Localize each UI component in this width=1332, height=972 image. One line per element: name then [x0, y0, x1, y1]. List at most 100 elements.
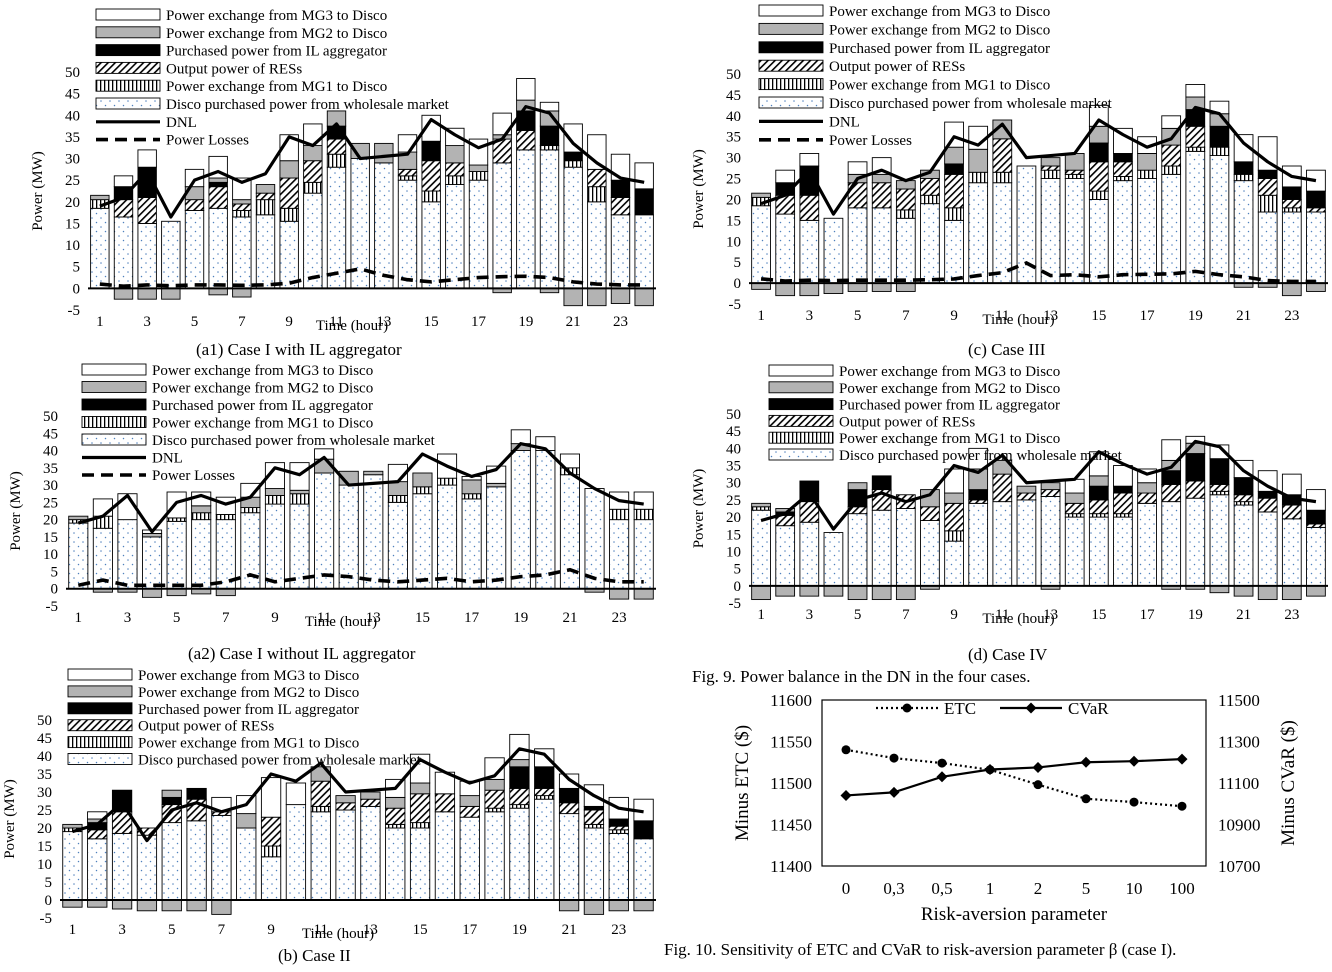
- power-losses-line: [77, 567, 644, 588]
- y-tick-label: 50: [726, 407, 741, 423]
- x-tick-label: 3: [124, 610, 132, 626]
- legend-label-il: Purchased power from IL aggregator: [166, 44, 387, 60]
- x-tick-label: 9: [285, 314, 293, 330]
- bar-segment-wholesale: [510, 450, 531, 590]
- bar-segment-mg1: [1281, 207, 1302, 213]
- y-tick-label: 30: [726, 151, 741, 167]
- bar-segment-mg2: [751, 192, 771, 198]
- x-tick-label: 2: [1034, 879, 1043, 898]
- bar-segment-wholesale: [1088, 199, 1109, 284]
- bar-segment-res: [1088, 499, 1109, 515]
- y-tick-label: 35: [726, 130, 741, 146]
- bar-segment-wholesale: [633, 519, 654, 590]
- chart-panel-fig10: 11400 11450 11500 11550 11600 10700 10900 11100…: [732, 691, 1299, 925]
- x-tick-label: 1: [757, 607, 765, 623]
- x-tick-label: 11: [995, 607, 1009, 623]
- bar-segment-mg3: [215, 496, 236, 515]
- bar-segment-wholesale: [211, 814, 232, 901]
- bar-segment-mg2: [968, 148, 989, 173]
- bar-segment-il: [1209, 458, 1230, 485]
- x-tick-label: 21: [562, 610, 577, 626]
- x-tick-label: 15: [413, 922, 428, 938]
- y-tick-label: 50: [65, 65, 80, 81]
- bar-segment-wholesale: [232, 216, 252, 289]
- bar-segment-wholesale: [992, 182, 1013, 284]
- bar-segment-mg1: [920, 194, 940, 205]
- legend-label-mg3: Power exchange from MG3 to Disco: [839, 364, 1060, 380]
- bar-segment-res: [920, 178, 940, 196]
- data-point-cvar: [840, 789, 852, 801]
- bar-segment-wholesale: [142, 536, 163, 590]
- bar-segment-res: [558, 802, 580, 815]
- bar-segment-mg3: [539, 101, 560, 112]
- y-tick-label: 25: [65, 173, 80, 189]
- legend-swatch-mg1: [67, 736, 133, 749]
- bar-segment-wholesale: [534, 798, 555, 901]
- y-tick-label: 25: [726, 172, 741, 188]
- bar-segment-mg2: [363, 470, 384, 476]
- bar-segment-mg1: [1040, 169, 1061, 179]
- bar-segment-res: [1257, 497, 1278, 513]
- y-tick-label: 10: [65, 238, 80, 254]
- bar-segment-mg2-negative: [1209, 585, 1230, 594]
- x-tick-label: 19: [1188, 308, 1203, 324]
- bar-segment-mg2-negative: [62, 899, 83, 908]
- bar-segment-mg2: [1064, 153, 1085, 171]
- legend-label-il: Purchased power from IL aggregator: [829, 41, 1050, 57]
- bar-segment-il: [1233, 477, 1254, 496]
- bar-segment-wholesale: [326, 166, 347, 289]
- legend-label-res: Output power of RESs: [839, 414, 975, 430]
- legend-swatch-il: [81, 398, 147, 411]
- bar-segment-wholesale: [992, 501, 1013, 587]
- dnl-line: [760, 439, 1317, 531]
- legend-swatch-mg3: [768, 364, 834, 377]
- bar-segment-mg1: [289, 493, 310, 505]
- data-point-etc: [1033, 780, 1043, 790]
- legend-swatch-res: [67, 719, 133, 732]
- bar-segment-mg3: [1185, 84, 1206, 98]
- bar-segment-mg2: [468, 164, 489, 172]
- bar-segment-wholesale: [775, 213, 796, 284]
- data-point-cvar: [888, 786, 900, 798]
- bar-segment-res: [1233, 494, 1254, 503]
- legend-label-res: Output power of RESs: [829, 59, 965, 75]
- bar-segment-res: [255, 192, 276, 201]
- bar-segment-mg2: [142, 533, 163, 538]
- bar-segment-mg1: [191, 512, 212, 521]
- bar-segment-mg2-negative: [775, 585, 796, 597]
- bar-segment-res: [1209, 483, 1230, 492]
- bar-segment-il: [608, 818, 629, 827]
- bar-segment-wholesale: [1233, 504, 1254, 587]
- bar-segment-il: [634, 188, 654, 216]
- bar-segment-res: [208, 186, 228, 209]
- x-tick-label: 19: [518, 314, 533, 330]
- legend-swatch-wholesale: [67, 753, 133, 765]
- x-tick-label: 11: [317, 610, 331, 626]
- x-axis-title: Time (hour): [982, 611, 1054, 627]
- bar-segment-mg2: [279, 160, 299, 179]
- bar-segment-wholesale: [62, 831, 83, 901]
- bar-segment-mg2-negative: [137, 287, 157, 300]
- bar-segment-wholesale: [459, 816, 480, 901]
- bar-segment-mg2-negative: [232, 287, 252, 298]
- x-tick-label: 21: [566, 314, 581, 330]
- bar-segment-res: [1161, 483, 1182, 503]
- bar-segment-mg2: [944, 492, 964, 504]
- y-tick-label: 40: [65, 108, 80, 124]
- bar-segment-res: [992, 138, 1013, 173]
- y-tick-label: 45: [65, 87, 80, 103]
- bar-segment-wholesale: [1209, 155, 1230, 284]
- bar-segment-il: [1161, 470, 1182, 485]
- bar-segment-mg1: [240, 507, 261, 514]
- y-tick-label: 20: [726, 192, 741, 208]
- y-tick-label: 35: [43, 461, 58, 477]
- bar-segment-mg1: [326, 153, 347, 168]
- bar-segment-wholesale: [374, 162, 394, 289]
- bar-segment-res: [137, 197, 157, 224]
- legend-swatch-il: [67, 702, 133, 715]
- x-tick-label: 11: [995, 308, 1009, 324]
- x-tick-label: 7: [218, 922, 226, 938]
- bar-segment-wholesale: [1306, 211, 1326, 284]
- x-tick-label: 21: [1236, 308, 1251, 324]
